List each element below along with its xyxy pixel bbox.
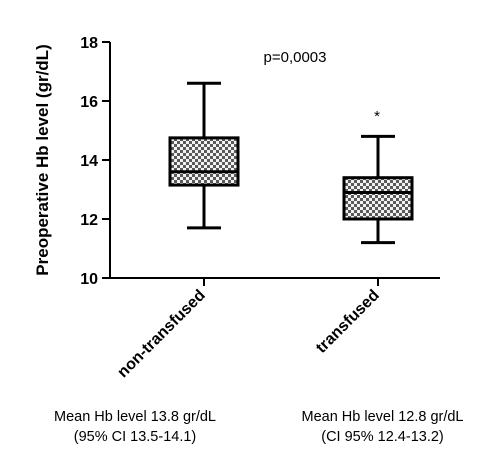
box-iqr (342, 176, 414, 221)
y-tick-label: 12 (80, 212, 98, 229)
significance-marker: * (374, 108, 380, 125)
y-tick-label: 14 (80, 153, 98, 170)
p-value-annotation: p=0,0003 (264, 49, 327, 66)
y-axis-title: Preoperative Hb level (gr/dL) (33, 44, 52, 275)
y-tick-label: 16 (80, 94, 98, 111)
y-tick-label: 18 (80, 35, 98, 52)
box-iqr (168, 136, 240, 187)
x-category-label: transfused (313, 287, 383, 357)
footnote-left: Mean Hb level 13.8 gr/dL (95% CI 13.5-14… (20, 407, 250, 447)
footnote-right: Mean Hb level 12.8 gr/dL (CI 95% 12.4-13… (270, 407, 495, 447)
x-category-label: non-transfused (114, 287, 208, 381)
box-2 (342, 134, 414, 245)
box-1 (168, 81, 240, 230)
y-ticks: 10 12 14 16 18 (80, 35, 110, 288)
x-ticks: non-transfused transfused (114, 278, 383, 381)
boxes (168, 81, 414, 245)
footnote-left-line2: (95% CI 13.5-14.1) (73, 429, 197, 445)
footnote-left-line1: Mean Hb level 13.8 gr/dL (53, 409, 216, 425)
y-tick-label: 10 (80, 271, 98, 288)
footnote-right-line1: Mean Hb level 12.8 gr/dL (301, 409, 464, 425)
footnote-right-line2: (CI 95% 12.4-13.2) (321, 429, 444, 445)
